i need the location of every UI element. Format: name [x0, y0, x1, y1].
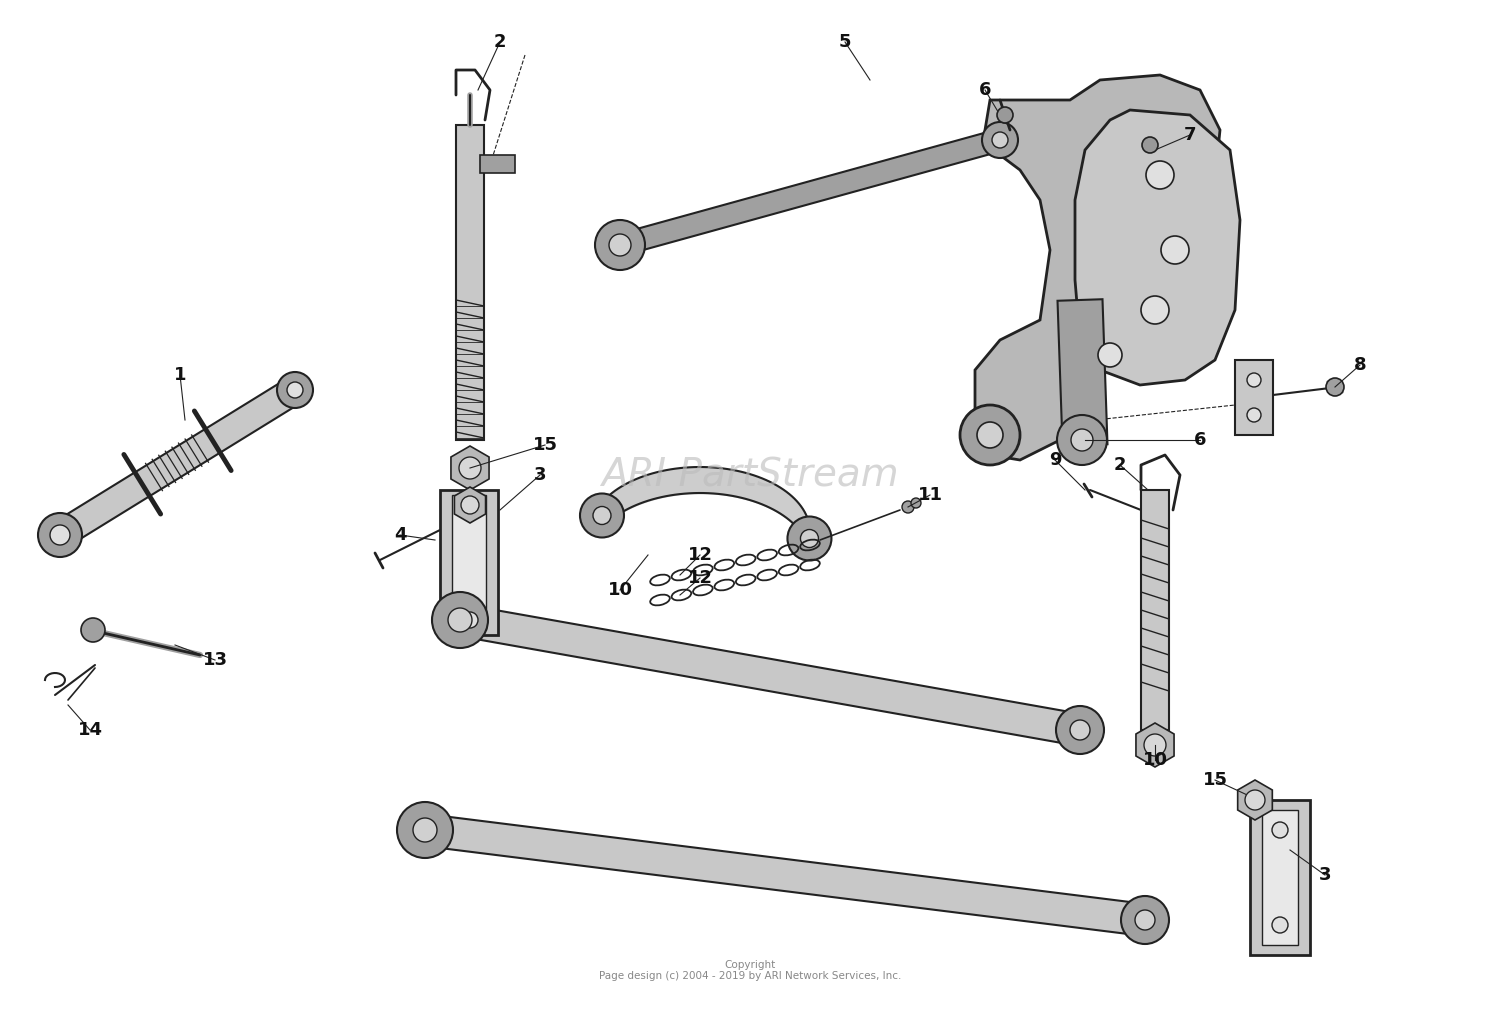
Text: ARI PartStream: ARI PartStream [602, 456, 898, 494]
Polygon shape [616, 129, 1004, 256]
Circle shape [1056, 706, 1104, 754]
Text: 10: 10 [608, 581, 633, 599]
Text: 2: 2 [1113, 456, 1126, 474]
Circle shape [982, 122, 1018, 158]
Text: 13: 13 [202, 651, 228, 669]
Text: 8: 8 [1353, 356, 1366, 374]
Text: 1: 1 [174, 366, 186, 384]
Circle shape [1146, 161, 1174, 189]
Circle shape [81, 618, 105, 642]
Polygon shape [53, 378, 303, 547]
Text: 7: 7 [1184, 126, 1197, 144]
Circle shape [609, 234, 631, 256]
Text: 4: 4 [393, 526, 406, 544]
Circle shape [448, 608, 472, 632]
Circle shape [596, 220, 645, 270]
Circle shape [1070, 720, 1090, 740]
Text: 15: 15 [532, 436, 558, 454]
Text: 5: 5 [839, 33, 852, 51]
Circle shape [460, 496, 478, 514]
Bar [1142, 490, 1168, 730]
Circle shape [960, 405, 1020, 465]
Bar [480, 155, 514, 173]
Circle shape [580, 493, 624, 538]
Polygon shape [1136, 723, 1174, 767]
Circle shape [1245, 790, 1264, 810]
Circle shape [1071, 429, 1094, 451]
Circle shape [432, 592, 488, 648]
Circle shape [1120, 896, 1168, 944]
Circle shape [38, 513, 82, 557]
Polygon shape [1058, 299, 1107, 446]
Circle shape [1326, 378, 1344, 396]
Text: 14: 14 [78, 721, 102, 739]
Circle shape [801, 530, 819, 548]
Circle shape [1058, 415, 1107, 465]
Polygon shape [452, 446, 489, 490]
Circle shape [462, 502, 478, 518]
Circle shape [902, 501, 914, 513]
Text: 11: 11 [918, 486, 942, 504]
Circle shape [1136, 910, 1155, 930]
Text: 3: 3 [1318, 866, 1332, 884]
Polygon shape [458, 605, 1083, 746]
Text: 12: 12 [687, 569, 712, 587]
Circle shape [1272, 917, 1288, 933]
Text: 3: 3 [534, 466, 546, 484]
Bar [1262, 810, 1298, 945]
Circle shape [1142, 137, 1158, 153]
Bar [456, 125, 484, 440]
Bar [440, 490, 498, 635]
Circle shape [910, 498, 921, 508]
Circle shape [1246, 373, 1262, 387]
Text: 9: 9 [1048, 451, 1062, 469]
Circle shape [1161, 236, 1190, 264]
Circle shape [413, 818, 436, 842]
Bar [452, 495, 486, 630]
Circle shape [992, 132, 1008, 148]
Circle shape [1144, 734, 1166, 756]
Text: 10: 10 [1143, 751, 1167, 769]
Circle shape [462, 612, 478, 628]
Polygon shape [1238, 780, 1272, 820]
Circle shape [1272, 822, 1288, 838]
Circle shape [286, 382, 303, 398]
Text: Copyright
Page design (c) 2004 - 2019 by ARI Network Services, Inc.: Copyright Page design (c) 2004 - 2019 by… [598, 959, 902, 982]
Polygon shape [975, 75, 1220, 460]
Circle shape [50, 525, 70, 545]
Circle shape [459, 457, 482, 479]
Circle shape [1098, 343, 1122, 367]
Text: 6: 6 [1194, 431, 1206, 449]
Polygon shape [454, 487, 486, 523]
Circle shape [398, 802, 453, 858]
Text: 2: 2 [494, 33, 506, 51]
Polygon shape [1076, 110, 1240, 385]
Polygon shape [423, 814, 1148, 936]
Circle shape [788, 517, 831, 560]
Bar [1234, 360, 1274, 435]
Circle shape [998, 107, 1012, 123]
Bar [1250, 800, 1310, 955]
Circle shape [278, 372, 314, 408]
Circle shape [1142, 296, 1168, 324]
Text: 15: 15 [1203, 771, 1227, 789]
Text: 12: 12 [687, 546, 712, 564]
Text: 6: 6 [978, 81, 992, 99]
Circle shape [976, 422, 1004, 448]
Circle shape [1246, 408, 1262, 422]
Circle shape [592, 507, 610, 525]
